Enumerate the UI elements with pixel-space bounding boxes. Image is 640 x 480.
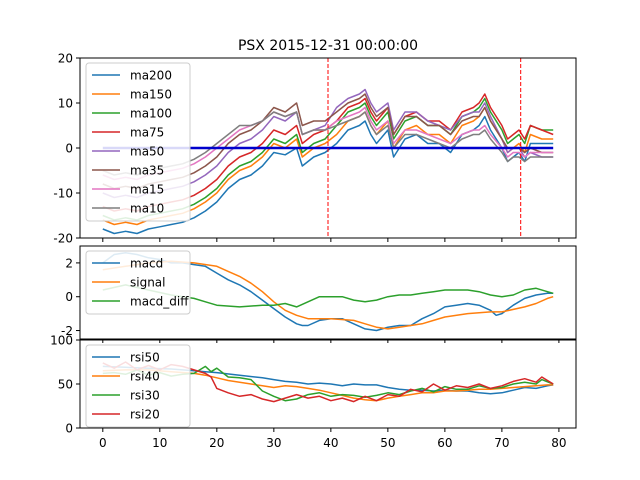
y-tick-label: 10 <box>58 97 73 111</box>
legend-label-ma150: ma150 <box>130 88 172 102</box>
y-tick-label: 2 <box>65 256 73 270</box>
panels: -20-1001020ma200ma150ma100ma75ma50ma35ma… <box>50 52 577 450</box>
legend-label-ma50: ma50 <box>130 145 164 159</box>
y-tick-label: 50 <box>58 378 73 392</box>
series-line-signal <box>102 260 554 330</box>
y-tick-label: -10 <box>53 187 73 201</box>
x-tick-label: 0 <box>99 436 107 450</box>
legend-label-ma200: ma200 <box>130 69 172 83</box>
legend-label-ma15: ma15 <box>130 183 164 197</box>
series-line-rsi40 <box>102 369 554 402</box>
x-tick-label: 80 <box>551 436 566 450</box>
x-tick-label: 70 <box>494 436 509 450</box>
legend-label-signal: signal <box>130 276 166 290</box>
series-line-macd_diff <box>102 284 554 308</box>
y-tick-label: 0 <box>65 142 73 156</box>
x-tick-label: 50 <box>380 436 395 450</box>
panel-1: -20-1001020ma200ma150ma100ma75ma50ma35ma… <box>53 52 577 246</box>
legend-label-rsi40: rsi40 <box>130 370 160 384</box>
legend-label-ma35: ma35 <box>130 164 164 178</box>
x-tick-label: 40 <box>323 436 338 450</box>
legend-box <box>85 62 191 222</box>
legend-label-ma100: ma100 <box>130 107 172 121</box>
x-tick-label: 60 <box>437 436 452 450</box>
y-tick-label: -2 <box>61 324 73 338</box>
y-tick-label: 20 <box>58 52 73 66</box>
panel-2: -2 0 2 macd signal macd_diff <box>61 245 577 343</box>
legend-box <box>85 344 191 428</box>
y-tick-label: 100 <box>50 334 73 348</box>
y-tick-label: 0 <box>65 422 73 436</box>
legend: macd signal macd_diff <box>85 250 191 315</box>
figure-title: PSX 2015-12-31 00:00:00 <box>238 38 418 54</box>
legend-label-macd_diff: macd_diff <box>130 295 189 309</box>
axes-frame <box>79 245 577 340</box>
y-tick-label: 0 <box>65 290 73 304</box>
legend: rsi50 rsi40 rsi30 rsi20 <box>85 344 191 428</box>
legend-label-ma10: ma10 <box>130 202 164 216</box>
legend-box <box>85 250 191 315</box>
legend-label-rsi30: rsi30 <box>130 389 160 403</box>
legend: ma200 ma150 ma100 ma75 ma50 ma35 ma15 ma10 <box>85 62 191 222</box>
legend-label-rsi50: rsi50 <box>130 351 160 365</box>
series-line-rsi50 <box>102 365 554 395</box>
legend-label-macd: macd <box>130 257 163 271</box>
legend-label-ma75: ma75 <box>130 126 164 140</box>
x-tick-label: 20 <box>209 436 224 450</box>
x-tick-label: 30 <box>266 436 281 450</box>
y-tick-label: -20 <box>53 232 73 246</box>
x-tick-label: 10 <box>152 436 167 450</box>
legend-label-rsi20: rsi20 <box>130 408 160 422</box>
